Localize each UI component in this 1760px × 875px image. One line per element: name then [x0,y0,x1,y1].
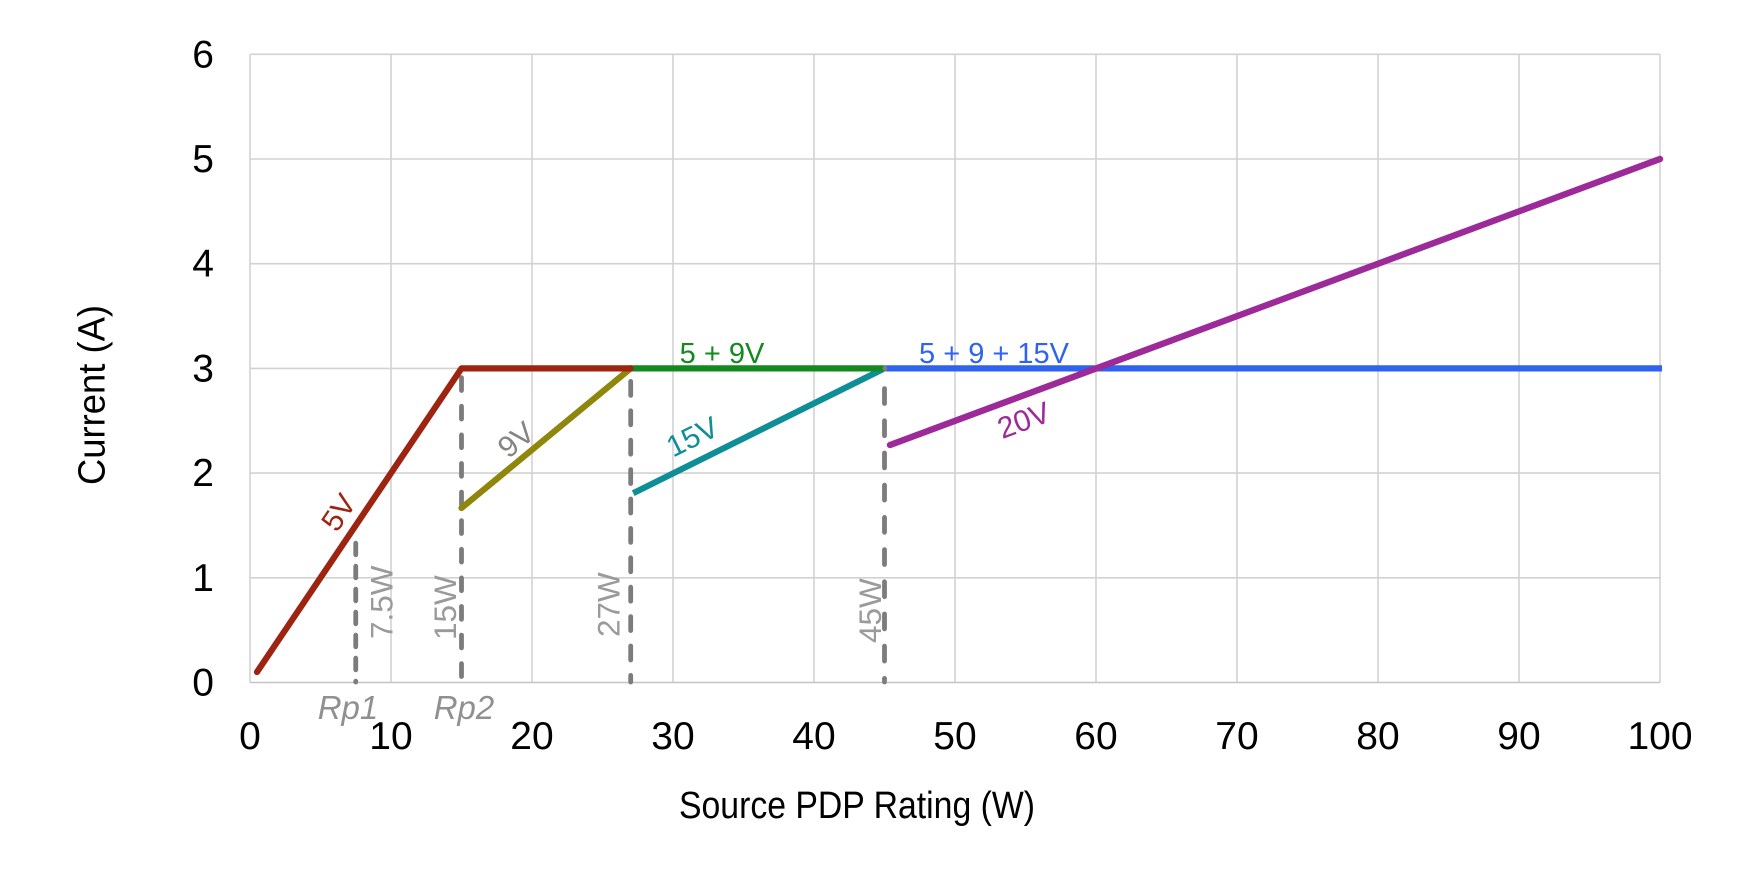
svg-text:100: 100 [1627,715,1692,758]
svg-text:20: 20 [510,715,553,758]
svg-text:90: 90 [1497,715,1540,758]
svg-text:4: 4 [192,243,214,286]
svg-text:15W: 15W [427,575,463,640]
svg-text:2: 2 [192,452,214,495]
svg-text:3: 3 [192,347,214,390]
svg-text:6: 6 [192,33,214,76]
svg-text:Source PDP Rating (W): Source PDP Rating (W) [679,785,1035,827]
svg-text:45W: 45W [852,578,888,643]
svg-text:0: 0 [239,715,261,758]
svg-text:5: 5 [192,138,214,181]
svg-text:7.5W: 7.5W [364,565,400,639]
svg-text:5 + 9V: 5 + 9V [680,338,765,370]
svg-text:30: 30 [651,715,694,758]
svg-text:Rp2: Rp2 [434,689,495,726]
svg-text:80: 80 [1356,715,1399,758]
svg-text:5 + 9 + 15V: 5 + 9 + 15V [919,338,1070,370]
svg-text:70: 70 [1215,715,1258,758]
svg-text:27W: 27W [591,572,627,637]
svg-text:10: 10 [369,715,412,758]
svg-text:50: 50 [933,715,976,758]
svg-text:1: 1 [192,557,214,600]
svg-text:60: 60 [1074,715,1117,758]
svg-text:Current (A): Current (A) [72,305,114,485]
svg-text:40: 40 [792,715,835,758]
svg-text:Rp1: Rp1 [318,689,379,726]
svg-text:0: 0 [192,662,214,705]
